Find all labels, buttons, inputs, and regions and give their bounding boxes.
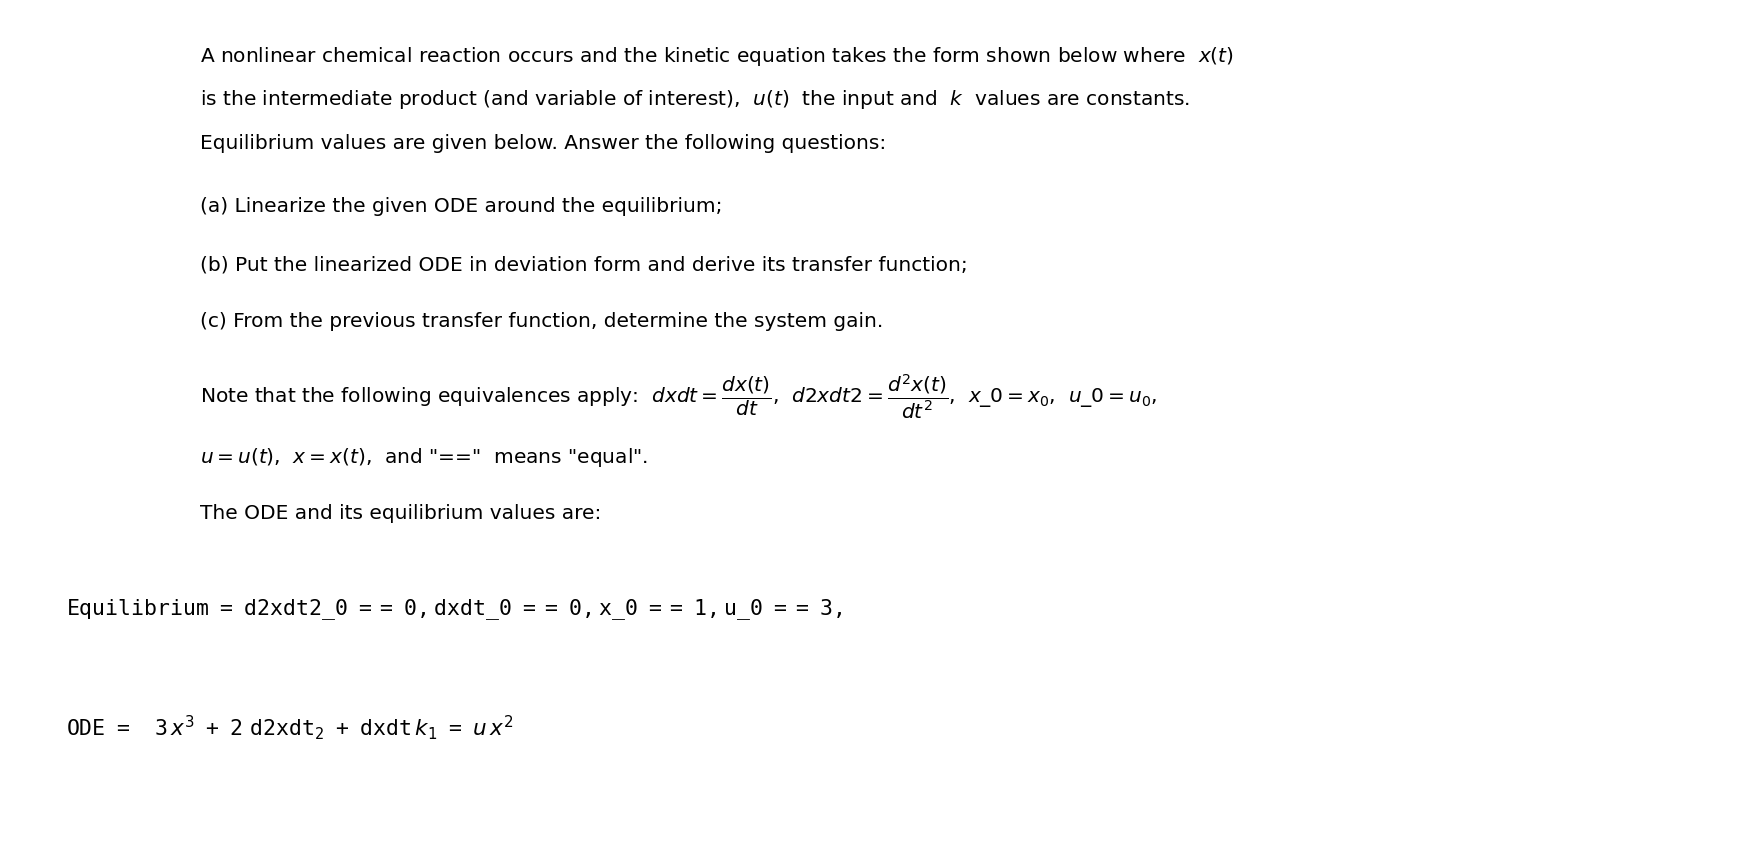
Text: A nonlinear chemical reaction occurs and the kinetic equation takes the form sho: A nonlinear chemical reaction occurs and… bbox=[200, 45, 1233, 68]
Text: (c) From the previous transfer function, determine the system gain.: (c) From the previous transfer function,… bbox=[200, 312, 883, 331]
Text: Note that the following equivalences apply:  $dxdt = \dfrac{dx(t)}{dt}$,  $d2xdt: Note that the following equivalences app… bbox=[200, 372, 1157, 421]
Text: $u = u(t)$,  $x = x(t)$,  and "=="  means "equal".: $u = u(t)$, $x = x(t)$, and "==" means "… bbox=[200, 446, 648, 469]
Text: (b) Put the linearized ODE in deviation form and derive its transfer function;: (b) Put the linearized ODE in deviation … bbox=[200, 255, 969, 274]
Text: Equilibrium values are given below. Answer the following questions:: Equilibrium values are given below. Answ… bbox=[200, 134, 887, 153]
Text: (a) Linearize the given ODE around the equilibrium;: (a) Linearize the given ODE around the e… bbox=[200, 197, 723, 216]
Text: is the intermediate product (and variable of interest),  $u(t)$  the input and  : is the intermediate product (and variabl… bbox=[200, 89, 1190, 111]
Text: $\mathtt{ODE\ =\ \ \ 3\,}$$x^3$$\mathtt{\ +\ 2\ d2xdt_2\ +\ dxdt\,}$$k_1$$\matht: $\mathtt{ODE\ =\ \ \ 3\,}$$x^3$$\mathtt{… bbox=[66, 713, 514, 742]
Text: The ODE and its equilibrium values are:: The ODE and its equilibrium values are: bbox=[200, 504, 601, 523]
Text: $\mathtt{Equilibrium\ =\ d2xdt2\_0\ ==\ 0,dxdt\_0\ ==\ 0,x\_0\ ==\ 1,u\_0\ ==\ 3: $\mathtt{Equilibrium\ =\ d2xdt2\_0\ ==\ … bbox=[66, 597, 841, 621]
